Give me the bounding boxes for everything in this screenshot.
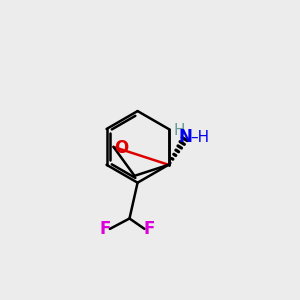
Text: N: N: [179, 128, 193, 146]
Text: O: O: [114, 139, 129, 157]
Text: H: H: [174, 123, 185, 138]
Text: F: F: [144, 220, 155, 238]
Text: F: F: [99, 220, 110, 238]
Text: –H: –H: [190, 130, 209, 145]
